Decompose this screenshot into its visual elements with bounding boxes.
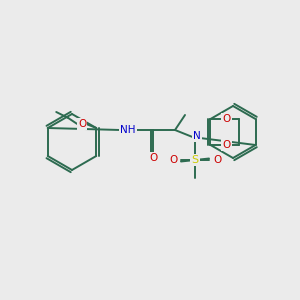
Text: S: S xyxy=(191,155,199,165)
Text: O: O xyxy=(222,140,231,150)
Text: O: O xyxy=(222,114,231,124)
Text: O: O xyxy=(78,119,86,129)
Text: O: O xyxy=(169,155,177,165)
Text: O: O xyxy=(149,153,157,163)
Text: N: N xyxy=(193,131,201,141)
Text: NH: NH xyxy=(120,125,136,135)
Text: O: O xyxy=(213,155,221,165)
